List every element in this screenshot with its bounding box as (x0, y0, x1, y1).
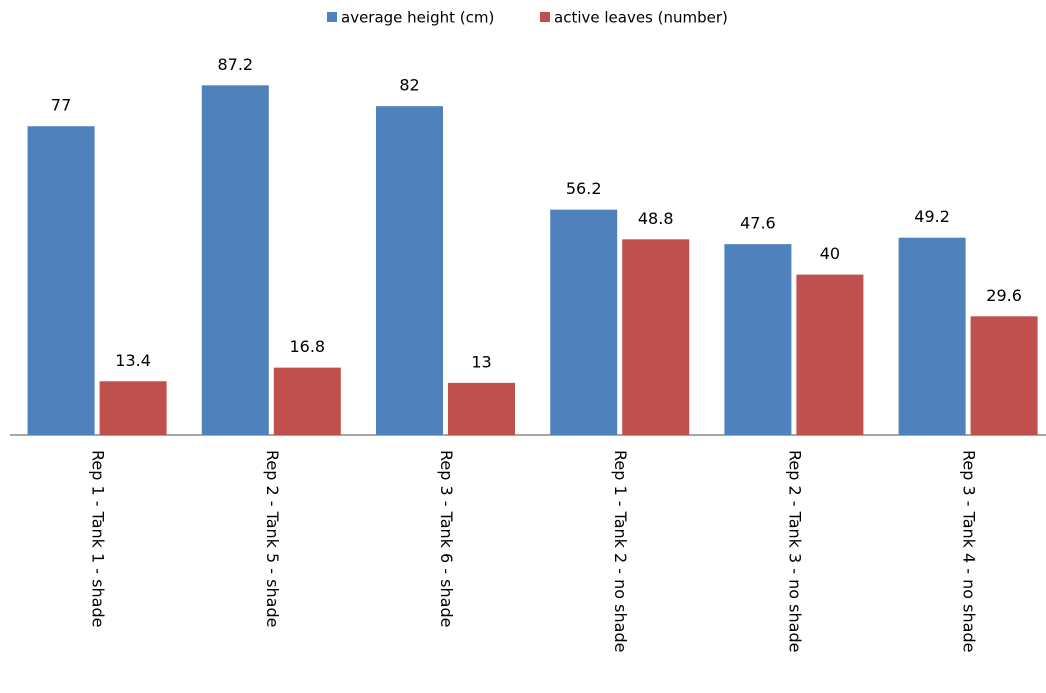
bar (622, 239, 690, 435)
bar (796, 274, 864, 435)
value-label: 40 (820, 244, 840, 263)
legend-swatch (540, 12, 550, 22)
value-label: 77 (51, 96, 71, 115)
legend-label: active leaves (number) (554, 9, 728, 27)
bar (273, 367, 341, 435)
bar (448, 382, 515, 435)
x-tick-label: Rep 1 - Tank 2 - no shade (611, 450, 630, 652)
legend-swatch (327, 12, 337, 22)
value-label: 47.6 (740, 214, 776, 233)
x-tick-label: Rep 2 - Tank 3 - no shade (785, 450, 804, 652)
x-tick-label: Rep 2 - Tank 5 - shade (263, 450, 282, 627)
value-label: 48.8 (638, 209, 674, 228)
value-label: 29.6 (986, 286, 1022, 305)
bar (898, 237, 966, 435)
value-label: 13 (471, 352, 491, 371)
bar (724, 244, 792, 435)
legend-label: average height (cm) (341, 9, 494, 27)
value-label: 13.4 (115, 351, 151, 370)
value-label: 87.2 (217, 55, 253, 74)
x-tick-label: Rep 1 - Tank 1 - shade (89, 450, 108, 627)
bar (27, 126, 95, 435)
value-label: 16.8 (289, 337, 325, 356)
x-tick-label: Rep 3 - Tank 4 - no shade (960, 450, 979, 652)
x-tick-label: Rep 3 - Tank 6 - shade (437, 450, 456, 627)
bar (550, 209, 618, 435)
bar (376, 106, 443, 436)
value-label: 49.2 (914, 207, 950, 226)
bar (99, 381, 167, 435)
value-label: 82 (399, 76, 419, 95)
bar (201, 85, 269, 435)
value-label: 56.2 (566, 179, 602, 198)
bar (970, 316, 1038, 435)
